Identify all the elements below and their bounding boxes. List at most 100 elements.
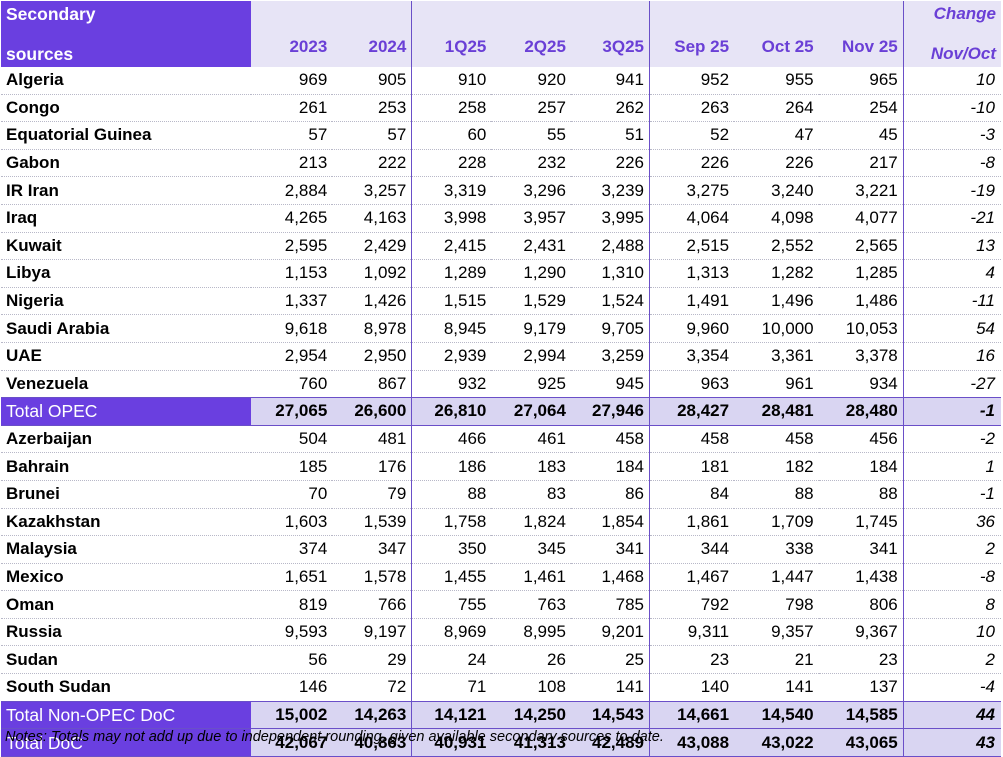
value-cell: 1,092: [332, 259, 412, 288]
value-cell: 14,250: [491, 700, 571, 730]
value-cell: 1,539: [332, 508, 412, 537]
value-cell: 9,960: [648, 314, 735, 343]
value-cell: 4,064: [648, 204, 735, 233]
value-cell: 43,022: [734, 728, 819, 757]
column-header-2023: 2023: [250, 27, 333, 67]
value-cell: 55: [491, 121, 571, 150]
value-cell: 186: [411, 452, 492, 481]
value-cell: 137: [869, 677, 898, 697]
value-cell: 88: [411, 480, 492, 509]
value-cell: 1,515: [411, 287, 492, 316]
country-name: Kuwait: [1, 232, 251, 261]
change-cell: 2: [902, 535, 1001, 564]
value-cell: 4,265: [250, 204, 333, 233]
value-cell: 481: [332, 425, 412, 454]
value-cell: 181: [648, 452, 735, 481]
value-cell: 963: [648, 370, 735, 398]
table-row: Russia 9,593 9,197 8,969 8,995 9,201 9,311 9,35…: [1, 618, 1001, 647]
value-cell: 86: [570, 480, 650, 509]
value-cell: 1,496: [734, 287, 819, 316]
table-row: Mexico 1,651 1,578 1,455 1,461 1,468 1,467 1,44…: [1, 563, 1001, 592]
value-cell: 1,153: [250, 259, 333, 288]
value-cell: 184: [570, 452, 650, 481]
country-name: UAE: [1, 342, 251, 371]
change-cell: -10: [902, 94, 1001, 123]
value-cell: 9,201: [570, 618, 650, 647]
value-cell: 27,064: [491, 397, 571, 426]
value-cell: 264: [734, 94, 819, 123]
value-cell: 3,275: [648, 176, 735, 205]
table-row: Congo 261 253 258 257 262 263 264 254 -10: [1, 94, 1001, 123]
value-cell: 262: [570, 94, 650, 123]
value-cell: 9,311: [648, 618, 735, 647]
value-cell: 232: [491, 149, 571, 178]
value-cell: 2,939: [411, 342, 492, 371]
change-cell: 8: [902, 590, 1001, 619]
value-cell: 258: [411, 94, 492, 123]
header-source-label-line2: sources: [1, 27, 251, 67]
country-name: Azerbaijan: [1, 425, 251, 454]
value-cell: 766: [332, 590, 412, 619]
country-name: Venezuela: [6, 373, 89, 393]
country-name: Oman: [1, 590, 251, 619]
value-cell: 3,319: [411, 176, 492, 205]
value-cell: 21: [734, 645, 819, 675]
value-cell: 29: [332, 645, 412, 675]
value-cell: 263: [648, 94, 735, 123]
value-cell: 2,994: [491, 342, 571, 371]
table-row: Saudi Arabia 9,618 8,978 8,945 9,179 9,705 9,9…: [1, 314, 1001, 343]
value-cell: 2,884: [250, 176, 333, 205]
value-cell: 26: [491, 645, 571, 675]
value-cell: 458: [734, 425, 819, 454]
column-header-3q25: 3Q25: [570, 27, 650, 67]
value-cell: 466: [411, 425, 492, 454]
value-cell: 755: [411, 590, 492, 619]
country-name: Russia: [1, 618, 251, 647]
value-cell: 88: [734, 480, 819, 509]
value-cell: 1,289: [411, 259, 492, 288]
value-cell: 28,427: [648, 397, 735, 426]
table-row: Gabon 213 222 228 232 226 226 226 217 -8: [1, 149, 1001, 178]
change-cell: -27: [902, 370, 1001, 398]
value-cell: 1,313: [648, 259, 735, 288]
value-cell: 226: [648, 149, 735, 178]
value-cell: 1,461: [491, 563, 571, 592]
column-header-1q25: 1Q25: [411, 27, 492, 67]
value-cell: 108: [537, 677, 566, 697]
value-cell: 3,361: [734, 342, 819, 371]
value-cell: 2,429: [332, 232, 412, 261]
value-cell: 1,285: [818, 259, 904, 288]
value-cell: 8,995: [491, 618, 571, 647]
value-cell: 25: [570, 645, 650, 675]
country-name: Total Non-OPEC DoC: [1, 700, 251, 730]
value-cell: 2,415: [411, 232, 492, 261]
value-cell: 819: [250, 590, 333, 619]
value-cell: 1,455: [411, 563, 492, 592]
value-cell: 222: [332, 149, 412, 178]
value-cell: 925: [537, 373, 566, 393]
value-cell: 3,240: [734, 176, 819, 205]
value-cell: 932: [411, 370, 492, 398]
change-cell: 1: [902, 452, 1001, 481]
country-name: Total OPEC: [1, 397, 251, 426]
value-cell: 1,603: [250, 508, 333, 537]
value-cell: 760: [298, 373, 328, 393]
value-cell: 458: [570, 425, 650, 454]
value-cell: 504: [250, 425, 333, 454]
value-cell: 961: [785, 373, 814, 393]
value-cell: 43,065: [818, 728, 904, 757]
value-cell: 56: [250, 645, 333, 675]
change-cell: 16: [902, 342, 1001, 371]
value-cell: 1,524: [570, 287, 650, 316]
value-cell: 176: [332, 452, 412, 481]
value-cell: 965: [818, 67, 904, 95]
value-cell: 57: [332, 121, 412, 150]
header-blank-years: [250, 1, 412, 27]
value-cell: 8,945: [411, 314, 492, 343]
change-cell: -8: [902, 149, 1001, 178]
value-cell: 1,468: [570, 563, 650, 592]
column-header-nov-25: Nov 25: [818, 27, 904, 67]
value-cell: 45: [818, 121, 904, 150]
